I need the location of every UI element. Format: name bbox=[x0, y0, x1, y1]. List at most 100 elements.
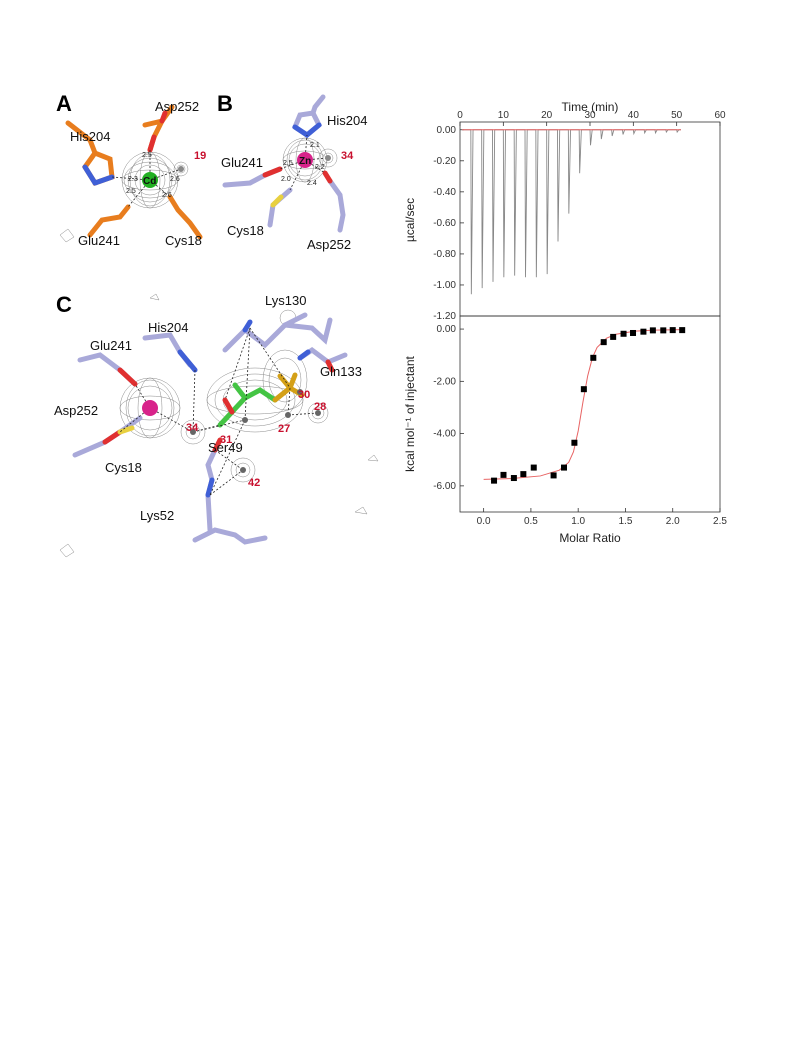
top-y-tick-label: -1.00 bbox=[433, 280, 456, 291]
top-y-axis-title: µcal/sec bbox=[403, 198, 417, 242]
top-x-tick-label: 0 bbox=[457, 110, 463, 121]
data-point bbox=[679, 327, 686, 334]
ligand-sticks bbox=[217, 372, 305, 428]
panel-b-structure: B Zn 34 2.1 2.5 2.0 2.4 2.2 His204 bbox=[217, 91, 367, 252]
distance-label: 2.3 bbox=[128, 176, 138, 183]
residue-label-asp252: Asp252 bbox=[54, 403, 98, 418]
residue-label-cys18: Cys18 bbox=[227, 223, 264, 238]
panel-a-letter: A bbox=[56, 91, 72, 116]
data-point bbox=[649, 327, 656, 334]
water-atom bbox=[240, 467, 246, 473]
metal-label: Zn bbox=[299, 156, 311, 167]
water-label: 34 bbox=[341, 150, 354, 162]
water-label: 30 bbox=[298, 389, 310, 401]
thermogram-trace bbox=[462, 129, 681, 295]
data-point bbox=[510, 475, 517, 482]
data-point bbox=[640, 328, 647, 335]
bottom-y-tick-label: 0.00 bbox=[437, 324, 457, 335]
data-point bbox=[660, 327, 667, 334]
residue-label-asp252: Asp252 bbox=[307, 237, 351, 252]
top-x-tick-label: 50 bbox=[671, 110, 683, 121]
residue-label-lys130: Lys130 bbox=[265, 293, 306, 308]
top-x-axis-title: Time (min) bbox=[562, 100, 619, 114]
data-point bbox=[520, 471, 527, 478]
metal-label: Cd bbox=[143, 176, 156, 187]
bottom-x-tick-label: 0.5 bbox=[524, 516, 538, 527]
itc-chart: Time (min) 0 10 20 30 40 50 60 0.00 -0.20 -0.40 -… bbox=[403, 100, 727, 545]
residue-label-cys18: Cys18 bbox=[105, 460, 142, 475]
bottom-x-tick-label: 2.5 bbox=[713, 516, 727, 527]
bottom-y-tick-label: -4.00 bbox=[433, 429, 456, 440]
water-label: 34 bbox=[186, 422, 199, 434]
panel-c-structure: C bbox=[54, 292, 379, 558]
cadmium-atom bbox=[142, 172, 158, 188]
residue-label-glu241: Glu241 bbox=[221, 155, 263, 170]
electron-density-mesh bbox=[59, 293, 379, 558]
residue-label-glu241: Glu241 bbox=[78, 233, 120, 248]
zinc-atom bbox=[142, 400, 158, 416]
top-y-tick-label: 0.00 bbox=[437, 125, 457, 136]
bottom-x-tick-label: 1.5 bbox=[619, 516, 633, 527]
top-x-tick-label: 20 bbox=[541, 110, 553, 121]
top-x-tick-label: 10 bbox=[498, 110, 510, 121]
water-atom bbox=[315, 410, 321, 416]
residue-label-his204: His204 bbox=[327, 113, 367, 128]
water-atom bbox=[285, 412, 291, 418]
top-y-tick-label: -0.60 bbox=[433, 218, 456, 229]
residue-label-cys18: Cys18 bbox=[165, 233, 202, 248]
top-x-tick-label: 40 bbox=[628, 110, 640, 121]
binding-fit-curve bbox=[483, 329, 683, 480]
top-x-ticks: 0 10 20 30 40 50 60 bbox=[457, 110, 726, 126]
binding-data-points bbox=[491, 327, 686, 484]
bottom-x-axis-title: Molar Ratio bbox=[559, 531, 621, 545]
water-label: 28 bbox=[314, 401, 326, 413]
zinc-atom bbox=[297, 152, 313, 168]
top-y-ticks: 0.00 -0.20 -0.40 -0.60 -0.80 -1.00 -1.20 bbox=[433, 125, 464, 322]
top-y-tick-label: -0.40 bbox=[433, 187, 456, 198]
top-x-tick-label: 60 bbox=[714, 110, 726, 121]
distance-label: 2.1 bbox=[310, 142, 320, 149]
panel-b-letter: B bbox=[217, 91, 233, 116]
residue-label-ser49: Ser49 bbox=[208, 440, 243, 455]
bottom-x-tick-label: 0.0 bbox=[477, 516, 491, 527]
top-y-tick-label: -0.80 bbox=[433, 249, 456, 260]
data-point bbox=[571, 439, 578, 446]
data-point bbox=[610, 333, 617, 340]
data-point bbox=[491, 477, 498, 484]
water-atom bbox=[297, 389, 303, 395]
top-plot-frame bbox=[459, 121, 721, 317]
water-atom bbox=[178, 166, 184, 172]
residue-label-lys52: Lys52 bbox=[140, 508, 174, 523]
water-atom bbox=[325, 155, 331, 161]
top-y-tick-label: -0.20 bbox=[433, 156, 456, 167]
bottom-plot-frame bbox=[459, 315, 721, 513]
data-point bbox=[630, 329, 637, 336]
data-point bbox=[530, 464, 537, 471]
top-x-tick-label: 30 bbox=[584, 110, 596, 121]
bottom-y-tick-label: -6.00 bbox=[433, 481, 456, 492]
residue-label-his204: His204 bbox=[70, 129, 110, 144]
distance-label: 2.2 bbox=[315, 164, 325, 171]
distance-label: 2.5 bbox=[142, 152, 152, 159]
water-atom bbox=[190, 429, 196, 435]
bottom-y-tick-label: -2.00 bbox=[433, 376, 456, 387]
data-point bbox=[669, 327, 676, 334]
distance-label: 2.6 bbox=[170, 176, 180, 183]
distance-label: 2.5 bbox=[126, 188, 136, 195]
water-label: 31 bbox=[220, 434, 232, 446]
top-y-tick-label: -1.20 bbox=[433, 311, 456, 322]
thermogram-line bbox=[462, 129, 681, 295]
bottom-y-ticks: 0.00 -2.00 -4.00 -6.00 bbox=[433, 324, 464, 492]
distance-label: 2.4 bbox=[307, 180, 317, 187]
distance-label: 2.6 bbox=[162, 192, 172, 199]
data-point bbox=[590, 354, 597, 361]
data-point bbox=[600, 339, 607, 346]
water-label: 27 bbox=[278, 423, 290, 435]
bottom-x-tick-label: 1.0 bbox=[571, 516, 585, 527]
data-point bbox=[500, 471, 507, 478]
residue-label-gln133: Gln133 bbox=[320, 364, 362, 379]
data-point bbox=[620, 330, 627, 337]
data-point bbox=[561, 464, 567, 471]
bottom-y-axis-title: kcal mol⁻¹ of injectant bbox=[403, 355, 417, 471]
residue-label-glu241: Glu241 bbox=[90, 338, 132, 353]
